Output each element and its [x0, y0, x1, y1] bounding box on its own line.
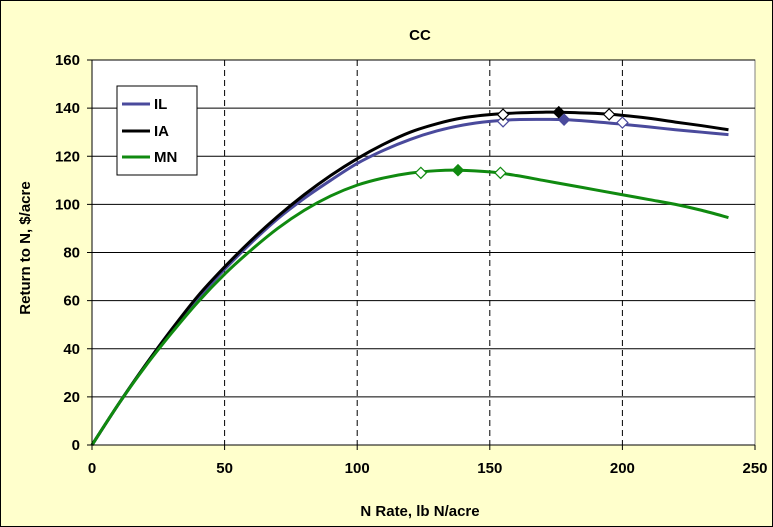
marker-il-open [616, 116, 629, 129]
y-tick-label: 20 [63, 389, 80, 406]
grid [92, 59, 755, 445]
y-axis-label: Return to N, $/acre [17, 181, 34, 314]
series-line-mn [90, 168, 729, 446]
marker-mn-open [414, 166, 428, 180]
legend-label-mn: MN [154, 149, 177, 166]
y-tick-label: 100 [55, 196, 80, 213]
marker-ia-filled [552, 105, 566, 119]
y-tick-label: 80 [63, 245, 80, 262]
x-axis-label: N Rate, lb N/acre [360, 503, 479, 520]
y-tick-label: 40 [63, 341, 80, 358]
marker-mn-open [494, 166, 507, 180]
x-tick-label: 200 [610, 460, 635, 477]
legend-label-ia: IA [154, 123, 169, 140]
y-tick-label: 0 [72, 437, 80, 454]
series-line-ia [90, 110, 729, 446]
legend: IL IA MN [116, 85, 198, 176]
marker-il-open [496, 115, 510, 128]
marker-ia-open [602, 108, 616, 121]
chart-title: CC [409, 27, 431, 44]
y-tick-label: 120 [55, 148, 80, 165]
legend-label-il: IL [154, 96, 167, 113]
y-tick-label: 160 [55, 52, 80, 69]
data-markers [414, 105, 629, 180]
x-axis-ticks: 0 50 100 150 200 250 [88, 445, 768, 477]
y-tick-label: 140 [55, 100, 80, 117]
x-tick-label: 250 [742, 460, 767, 477]
x-tick-label: 150 [477, 460, 502, 477]
x-tick-label: 0 [88, 460, 96, 477]
marker-il-filled [557, 113, 571, 127]
y-tick-label: 60 [63, 293, 80, 310]
x-tick-label: 100 [345, 460, 370, 477]
marker-ia-open [496, 108, 510, 121]
x-tick-label: 50 [216, 460, 233, 477]
marker-mn-filled [451, 163, 465, 177]
y-axis-ticks: 0 20 40 60 80 100 120 140 160 [55, 52, 92, 454]
